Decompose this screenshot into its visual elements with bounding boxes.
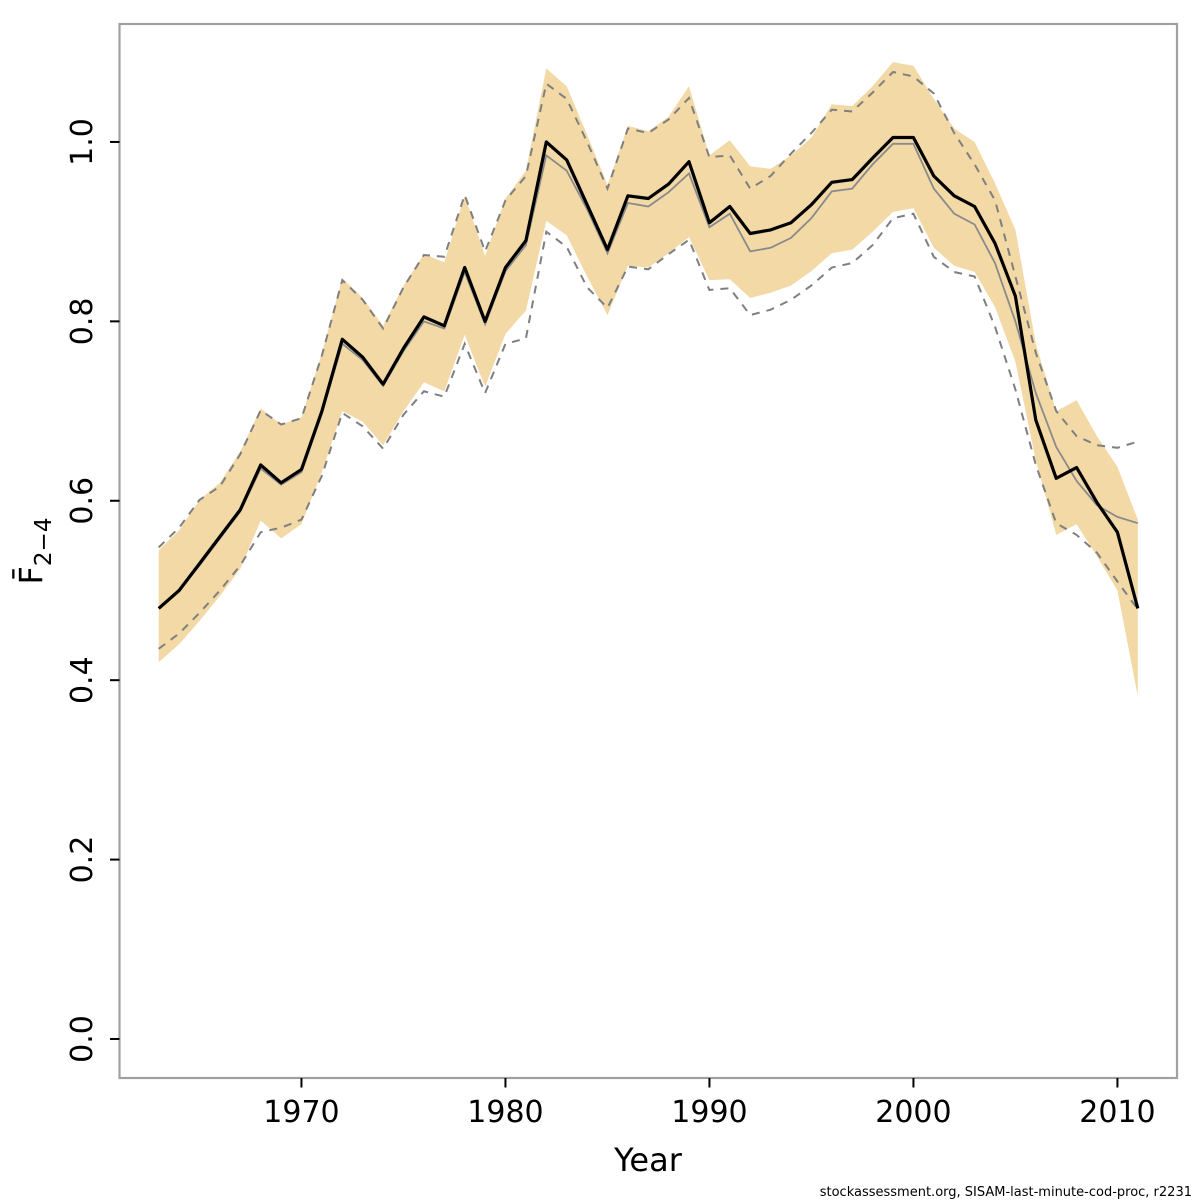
dashed-upper-ci-line bbox=[158, 70, 1139, 549]
y-tick-label: 1.0 bbox=[65, 118, 100, 166]
x-tick-label: 1990 bbox=[671, 1095, 747, 1130]
y-axis-ticks: 0.0 0.2 0.4 0.6 0.8 1.0 bbox=[65, 118, 120, 1063]
y-tick-label: 0.0 bbox=[65, 1015, 100, 1063]
y-tick-label: 0.6 bbox=[65, 477, 100, 525]
y-tick-label: 0.4 bbox=[65, 656, 100, 704]
confidence-band bbox=[158, 62, 1138, 697]
x-tick-label: 1980 bbox=[467, 1095, 543, 1130]
y-tick-label: 0.8 bbox=[65, 298, 100, 346]
dashed-lower-ci-line bbox=[158, 212, 1139, 650]
x-tick-label: 2010 bbox=[1079, 1095, 1155, 1130]
plot-border bbox=[118, 22, 1179, 1080]
x-axis-ticks: 1970 1980 1990 2000 2010 bbox=[263, 1078, 1156, 1130]
credit-text: stockassessment.org, SISAM-last-minute-c… bbox=[820, 1185, 1192, 1200]
estimate-line bbox=[157, 135, 1140, 610]
x-tick-label: 1970 bbox=[263, 1095, 339, 1130]
y-tick-label: 0.2 bbox=[65, 836, 100, 884]
x-axis-title: Year bbox=[613, 1141, 683, 1179]
y-axis-title: F̄2−4 bbox=[11, 518, 57, 585]
x-tick-label: 2000 bbox=[875, 1095, 951, 1130]
